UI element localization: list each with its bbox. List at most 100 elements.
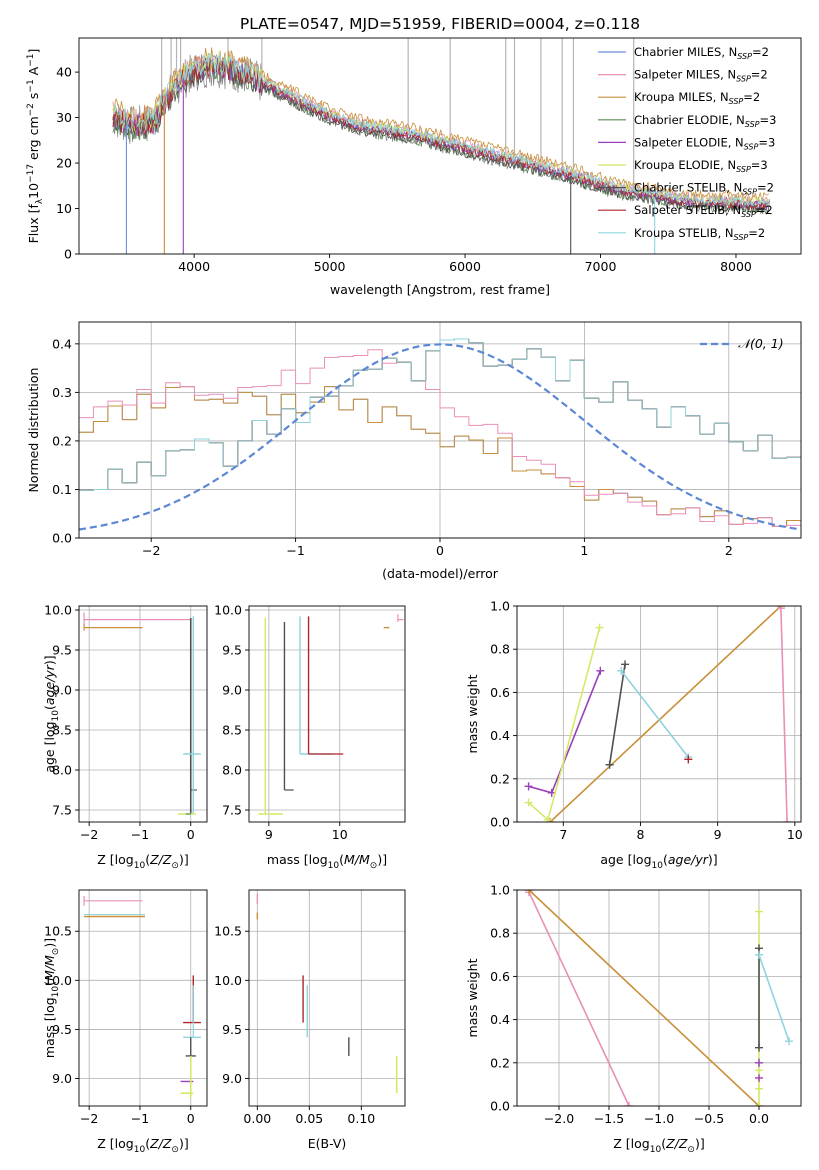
y-tick-label: 0.6 <box>490 685 510 700</box>
axes-frame <box>78 889 208 1107</box>
mass-vs-metallicity-panel: −2 −1 0 9.0 9.5 10.0 10.5 Z [log10(Z/Z⊙)] mass [… <box>42 889 208 1155</box>
x-tick-label: −2 <box>80 1111 98 1126</box>
weight-marker <box>596 666 605 675</box>
y-tick-label: 1.0 <box>490 599 510 614</box>
axes-frame <box>248 889 406 1107</box>
y-tick-label: 0.2 <box>52 433 72 448</box>
axes-frame <box>78 37 802 255</box>
axes-frame <box>78 321 802 539</box>
legend-label: Salpeter MILES, NSSP=2 <box>634 68 768 84</box>
x-tick-label: −1 <box>286 543 304 558</box>
x-tick-label: 0.05 <box>295 1111 323 1126</box>
x-tick-label: −2 <box>80 827 98 842</box>
weight-line <box>608 664 626 765</box>
weight-marker <box>625 1102 633 1106</box>
y-tick-label: 10.0 <box>214 603 242 618</box>
y-tick-label: 0.3 <box>52 385 72 400</box>
y-tick-label: 9.0 <box>222 1071 242 1086</box>
x-tick-label: 9 <box>265 827 273 842</box>
weight-line <box>549 606 782 822</box>
y-axis-label: age [log10(age/yr)] <box>42 655 61 772</box>
weight-marker <box>525 890 533 894</box>
y-tick-label: 20 <box>56 156 72 171</box>
residuals-panel: −2 −1 0 1 2 0.0 0.1 0.2 0.3 0.4 𝒩(0, 1) (data-model… <box>26 321 802 581</box>
y-tick-label: 8.0 <box>222 763 242 778</box>
x-tick-label: 8000 <box>720 259 752 274</box>
x-tick-label: 0 <box>436 543 444 558</box>
normal-curve <box>79 343 801 531</box>
weight-marker <box>776 606 785 613</box>
age-vs-metallicity-panel: −2 −1 0 7.5 8.0 8.5 9.0 9.5 10.0 Z [log10(Z/Z⊙)] a… <box>42 603 208 871</box>
y-tick-label: 0.8 <box>490 642 510 657</box>
weight-marker <box>684 755 693 764</box>
y-tick-label: 10.0 <box>44 603 72 618</box>
x-tick-label: 2 <box>725 543 733 558</box>
y-tick-label: 40 <box>56 65 72 80</box>
x-tick-label: 10 <box>787 827 803 842</box>
y-tick-label: 10.0 <box>44 973 72 988</box>
x-tick-label: 0.00 <box>243 1111 271 1126</box>
y-tick-label: 0.4 <box>490 1012 510 1027</box>
legend-label: Chabrier MILES, NSSP=2 <box>634 45 769 61</box>
y-tick-label: 0.0 <box>490 1099 510 1114</box>
x-tick-label: 8 <box>637 827 645 842</box>
weight-marker <box>755 1084 763 1093</box>
y-tick-label: 0.2 <box>490 1055 510 1070</box>
y-axis-label: mass weight <box>465 674 480 753</box>
y-tick-label: 0.4 <box>490 728 510 743</box>
weight-marker <box>621 660 630 669</box>
y-tick-label: 10.0 <box>214 973 242 988</box>
weight-marker <box>755 907 763 916</box>
y-tick-label: 0.6 <box>490 969 510 984</box>
y-tick-label: 9.5 <box>52 643 72 658</box>
x-axis-label: Z [log10(Z/Z⊙)] <box>613 1136 704 1155</box>
x-tick-label: 0 <box>187 1111 195 1126</box>
plot-area <box>525 890 793 1106</box>
x-tick-label: 7000 <box>585 259 617 274</box>
weight-line <box>758 954 790 1042</box>
weight-marker <box>785 1037 793 1046</box>
x-axis-label: wavelength [Angstrom, rest frame] <box>330 282 550 297</box>
x-axis-label: Z [log10(Z/Z⊙)] <box>97 852 188 871</box>
model-spectrum <box>112 60 770 215</box>
weight-marker <box>755 1066 763 1075</box>
weight-marker <box>755 1073 763 1082</box>
y-tick-label: 9.5 <box>222 643 242 658</box>
x-axis-label: Z [log10(Z/Z⊙)] <box>97 1136 188 1155</box>
spectrum-panel: 4000 5000 6000 7000 8000 0 10 20 30 40 wavelength … <box>26 37 802 297</box>
x-tick-label: 0 <box>187 827 195 842</box>
plot-area <box>256 893 398 1094</box>
y-tick-label: 9.0 <box>222 683 242 698</box>
weight-marker <box>617 666 626 675</box>
x-tick-label: 10 <box>332 827 348 842</box>
x-tick-label: −1.5 <box>594 1111 624 1126</box>
weight-line <box>528 891 630 1106</box>
x-tick-label: 0.10 <box>347 1111 375 1126</box>
x-tick-label: 9 <box>714 827 722 842</box>
legend-label: 𝒩(0, 1) <box>738 336 784 351</box>
axes-frame <box>516 605 802 823</box>
weight-line <box>780 608 788 822</box>
y-axis-label: mass [log10(M/M⊙)] <box>42 938 61 1058</box>
plot-area <box>79 338 801 531</box>
x-tick-label: −1 <box>131 1111 149 1126</box>
y-tick-label: 0.4 <box>52 336 72 351</box>
weight-marker <box>524 782 533 791</box>
plot-area <box>112 38 770 254</box>
residual-histogram <box>79 386 801 527</box>
x-axis-label: (data-model)/error <box>382 566 499 581</box>
weight-marker <box>755 1043 763 1052</box>
axes-frame <box>78 605 208 823</box>
weight-marker <box>755 950 763 959</box>
plot-area <box>524 606 792 822</box>
weight-line <box>528 670 602 794</box>
y-axis-label: Flux [fλ10−17 erg cm−2 s−1 A−1] <box>26 49 45 244</box>
y-tick-label: 10.5 <box>214 924 242 939</box>
y-tick-label: 0.1 <box>52 482 72 497</box>
model-spectrum <box>112 47 770 202</box>
y-tick-label: 8.5 <box>222 723 242 738</box>
y-axis-label: mass weight <box>465 958 480 1037</box>
y-tick-label: 1.0 <box>490 883 510 898</box>
legend-label: Chabrier ELODIE, NSSP=3 <box>634 113 776 129</box>
